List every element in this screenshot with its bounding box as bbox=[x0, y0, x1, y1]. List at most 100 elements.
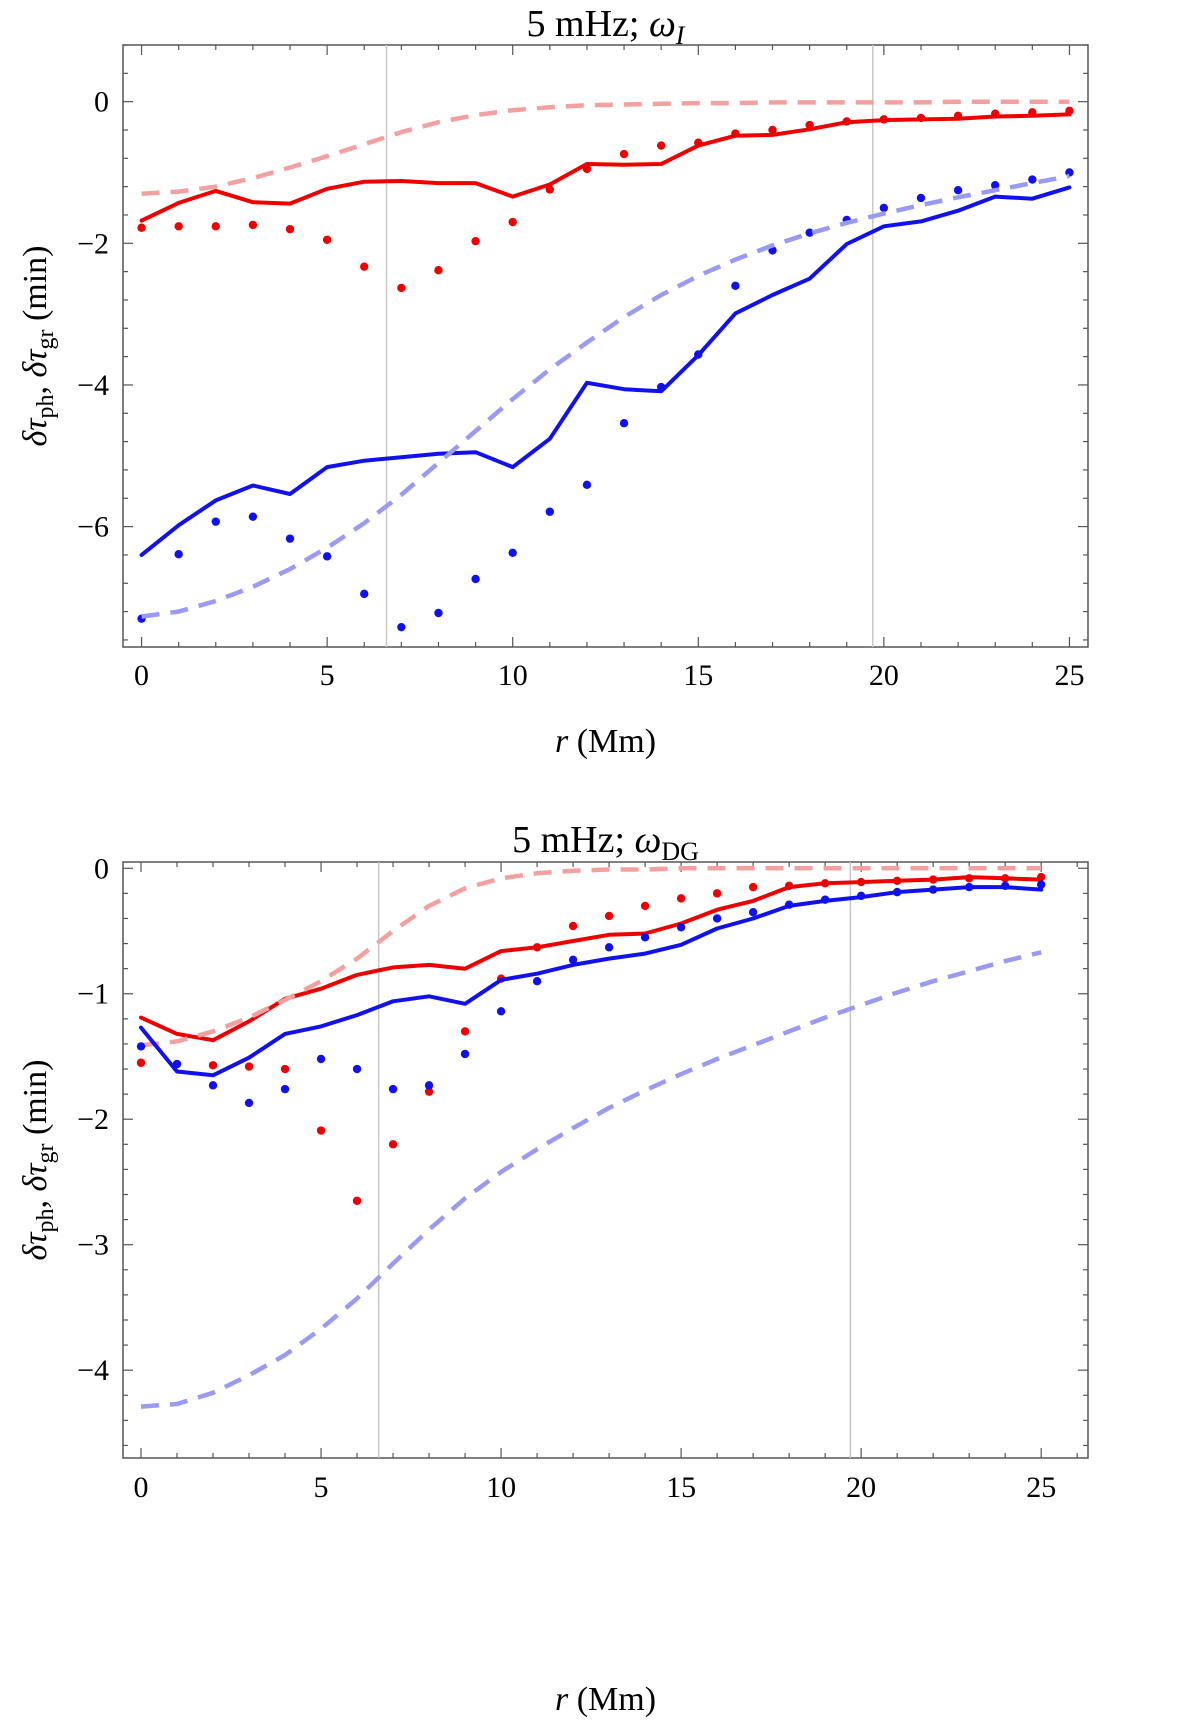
chart-1-y-tick-label: 0 bbox=[94, 852, 109, 885]
chart-1-series-blue-dots-point bbox=[676, 923, 686, 932]
chart-0-series-red-dots-point bbox=[768, 125, 777, 135]
chart-1-series-red-dots-point bbox=[892, 876, 902, 886]
chart-0-y-axis-unit: (min) bbox=[17, 245, 54, 329]
chart-1-y-tick-label: −3 bbox=[77, 1229, 109, 1262]
chart-0-y-axis-symbol-1: δτ bbox=[17, 417, 54, 447]
chart-0-y-tick-label: −4 bbox=[77, 369, 109, 402]
chart-0-series-blue-solid-line bbox=[139, 185, 1072, 557]
chart-1-series-red-dots-point bbox=[208, 1061, 218, 1070]
chart-0-series-red-dots-point bbox=[656, 141, 666, 150]
chart-1-title: 5 mHz; ωDG bbox=[512, 819, 699, 866]
chart-1-series-red-dots-point bbox=[748, 882, 758, 892]
chart-1-series-red-dots-point bbox=[280, 1064, 290, 1074]
chart-0-x-tick-label: 15 bbox=[683, 659, 713, 692]
chart-1-series-blue-dots-point bbox=[964, 882, 974, 892]
chart-1-series-red-dots-point bbox=[676, 894, 686, 903]
chart-1-series-blue-dots-point bbox=[712, 914, 722, 923]
chart-0-y-tick-label: −6 bbox=[77, 511, 109, 544]
chart-1-y-axis-unit: (min) bbox=[17, 1059, 54, 1143]
chart-0-x-tick-label: 25 bbox=[1054, 659, 1084, 692]
chart-0-y-axis-sub-1: ph bbox=[33, 395, 59, 419]
chart-1-x-tick-label: 25 bbox=[1026, 1471, 1056, 1504]
chart-1-x-tick-label: 10 bbox=[486, 1471, 516, 1504]
chart-1-series-blue-dots-point bbox=[352, 1064, 362, 1074]
chart-1-y-tick-label: −4 bbox=[77, 1354, 109, 1387]
chart-0-series-red-dots-point bbox=[545, 185, 555, 194]
chart-0-series-red-dots-point bbox=[360, 262, 369, 271]
chart-1-series-blue-dots-point bbox=[892, 887, 902, 897]
chart-1-series-red-dots-point bbox=[604, 911, 614, 921]
chart-0-series-blue-dots-point bbox=[397, 622, 406, 632]
chart-0-series-blue-dots-point bbox=[1028, 175, 1037, 184]
chart-1-series-red-dots-point bbox=[964, 874, 974, 883]
chart-0-title-symbol: ω bbox=[649, 3, 676, 45]
chart-0-series-blue-dots-point bbox=[619, 418, 629, 428]
chart-0-series-red-dots-point bbox=[694, 138, 703, 147]
chart-1-x-tick-label: 15 bbox=[666, 1471, 696, 1504]
chart-1-x-tick-label: 0 bbox=[134, 1471, 149, 1504]
chart-0-x-tick-label: 0 bbox=[134, 659, 149, 692]
chart-0-title: 5 mHz; ωI bbox=[527, 3, 686, 50]
chart-1-series-blue-dots-point bbox=[568, 955, 578, 965]
chart-0-series-red-dots-point bbox=[248, 220, 258, 230]
chart-0-series-red-solid-line bbox=[139, 112, 1072, 223]
chart-1-x-tick-label: 20 bbox=[846, 1471, 876, 1504]
chart-0-x-tick-label: 20 bbox=[869, 659, 899, 692]
chart-0-series-blue-dots-point bbox=[174, 550, 183, 559]
chart-0-series-red-dots-point bbox=[953, 111, 963, 121]
chart-1-series-blue-dots-point bbox=[640, 933, 650, 942]
chart-1-y-tick-label: −2 bbox=[77, 1103, 109, 1136]
chart-1-series-red-dots-point bbox=[424, 1087, 434, 1096]
chart-0-y-axis-symbol-2: δτ bbox=[17, 348, 54, 378]
chart-1-series-blue-dots-point bbox=[244, 1098, 254, 1108]
chart-0-y-axis-sub-2: gr bbox=[33, 330, 59, 350]
chart-0-series-red-dots-point bbox=[508, 217, 517, 227]
chart-0-x-tick-label: 10 bbox=[498, 659, 528, 692]
chart-0-series-red-dots-point bbox=[471, 236, 480, 246]
chart-0-series-blue-dots-point bbox=[731, 281, 740, 290]
chart-1-plot-frame bbox=[122, 861, 1089, 1459]
chart-0-x-tick-label: 5 bbox=[320, 659, 335, 692]
chart-1-series-blue-dots-point bbox=[208, 1081, 218, 1090]
chart-1-series-red-dots-point bbox=[1036, 872, 1046, 882]
chart-1-series-red-dots-point bbox=[388, 1140, 398, 1149]
chart-1-y-tick-label: −1 bbox=[77, 978, 109, 1011]
chart-1-series-blue-dots-point bbox=[460, 1049, 470, 1059]
chart-0-series-blue-dots-point bbox=[1065, 168, 1074, 177]
chart-0-series-blue-dots-point bbox=[916, 193, 926, 203]
chart-1-series-blue-dots-point bbox=[388, 1084, 398, 1094]
chart-1-series-red-dots-point bbox=[820, 879, 830, 888]
chart-0-y-axis-comma: , bbox=[17, 378, 54, 395]
chart-0-series-red-dots-point bbox=[916, 113, 926, 123]
chart-1-series-red-dots-point bbox=[640, 901, 650, 911]
chart-0-x-axis-var: r bbox=[555, 723, 569, 760]
chart-1-y-axis-sub-2: gr bbox=[33, 1144, 59, 1164]
chart-0-series-red-dots-point bbox=[582, 164, 592, 174]
chart-1-series-blue-dots-point bbox=[856, 891, 866, 901]
chart-0-series-red-dots-point bbox=[991, 109, 1000, 118]
chart-1-x-tick-label: 5 bbox=[314, 1471, 329, 1504]
chart-1-series-red-dots-point bbox=[316, 1126, 326, 1135]
chart-1-x-axis-var: r bbox=[555, 1681, 569, 1718]
chart-0-series-blue-dashed-line bbox=[141, 173, 1070, 619]
chart-1-series-red-solid-line bbox=[139, 875, 1044, 1043]
chart-0-series-red-dots-point bbox=[397, 283, 406, 293]
chart-1-series-blue-dots-point bbox=[604, 943, 614, 952]
chart-1-title-symbol: ω bbox=[635, 819, 662, 861]
chart-0-series-red-dots-point bbox=[1065, 106, 1074, 116]
chart-1-title-subscript: DG bbox=[661, 837, 699, 866]
chart-0-series-blue-dots-point bbox=[248, 512, 258, 521]
chart-1-series-red-dots-point bbox=[784, 881, 794, 891]
chart-1-series-blue-dots-point bbox=[1000, 881, 1010, 891]
chart-0-series-red-dots-point bbox=[842, 117, 851, 126]
chart-1-series-blue-dots-point bbox=[748, 907, 758, 917]
chart-0-y-tick-label: −2 bbox=[77, 227, 109, 260]
chart-0-series-red-dots-point bbox=[1028, 108, 1037, 117]
chart-1-series-blue-dots-point bbox=[1036, 880, 1046, 889]
chart-0-series-red-dots-point bbox=[322, 235, 332, 244]
chart-1-series-red-dots-point bbox=[856, 877, 866, 887]
chart-0-y-axis-title: δτph, δτgr (min) bbox=[17, 245, 59, 446]
chart-0-series-red-dots-point bbox=[879, 115, 889, 124]
chart-1-series-red-dots-point bbox=[1000, 874, 1010, 883]
